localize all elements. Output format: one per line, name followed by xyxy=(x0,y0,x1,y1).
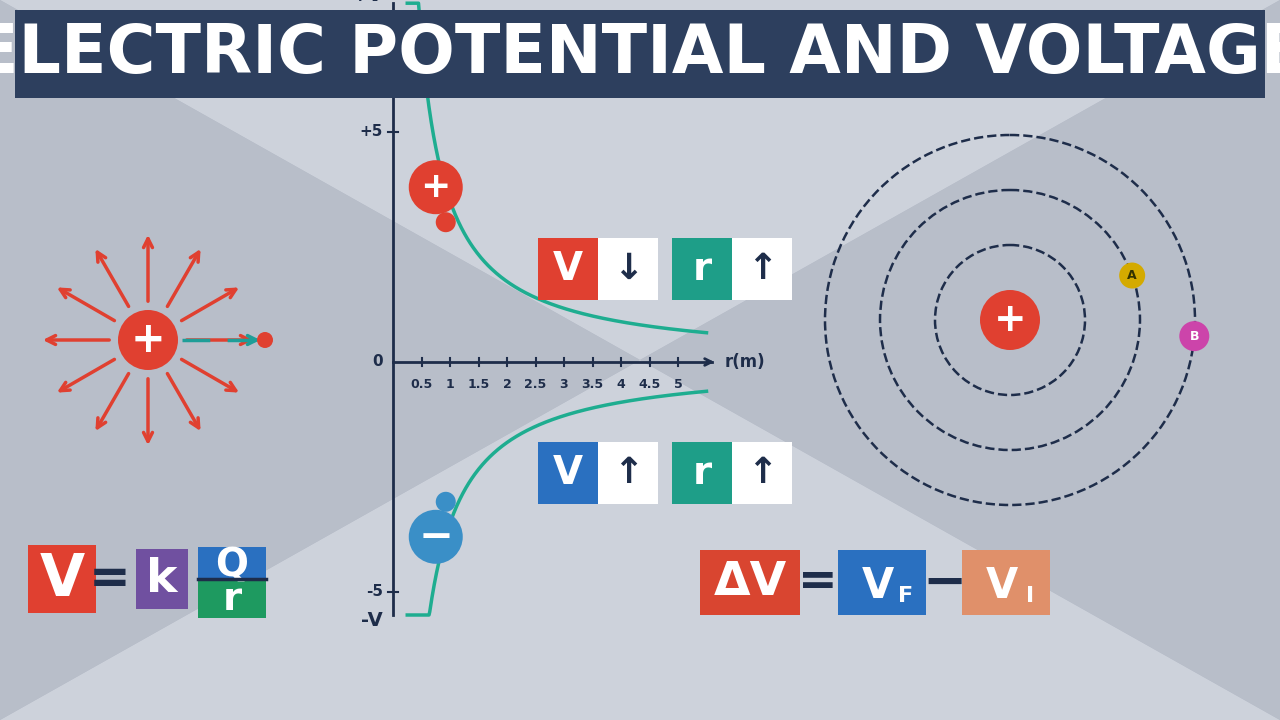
Text: -5: -5 xyxy=(366,585,383,600)
Text: ↑: ↑ xyxy=(613,456,643,490)
Polygon shape xyxy=(0,0,640,720)
FancyBboxPatch shape xyxy=(700,550,800,615)
FancyBboxPatch shape xyxy=(198,580,266,618)
Polygon shape xyxy=(640,0,1280,720)
Circle shape xyxy=(408,510,463,564)
FancyBboxPatch shape xyxy=(838,550,925,615)
Circle shape xyxy=(435,492,456,512)
Text: B: B xyxy=(1189,330,1199,343)
Text: 1.5: 1.5 xyxy=(467,378,490,391)
Text: V: V xyxy=(861,565,895,608)
Text: −: − xyxy=(923,557,968,608)
Text: =: = xyxy=(799,560,838,605)
Circle shape xyxy=(257,332,273,348)
Text: ↑: ↑ xyxy=(746,252,777,286)
Text: 4.5: 4.5 xyxy=(639,378,660,391)
Text: +: + xyxy=(993,301,1027,339)
Text: 2.5: 2.5 xyxy=(525,378,547,391)
Text: F: F xyxy=(899,587,914,606)
Text: 0: 0 xyxy=(372,354,383,369)
FancyBboxPatch shape xyxy=(672,442,732,504)
Text: +: + xyxy=(131,319,165,361)
FancyBboxPatch shape xyxy=(538,442,598,504)
Text: V: V xyxy=(553,454,584,492)
Text: +: + xyxy=(421,170,451,204)
Text: 3: 3 xyxy=(559,378,568,391)
Text: 0.5: 0.5 xyxy=(411,378,433,391)
Text: 3.5: 3.5 xyxy=(581,378,604,391)
Text: 4: 4 xyxy=(617,378,626,391)
Polygon shape xyxy=(0,360,1280,720)
Text: ↑: ↑ xyxy=(746,456,777,490)
Circle shape xyxy=(1179,321,1210,351)
FancyBboxPatch shape xyxy=(598,238,658,300)
Circle shape xyxy=(118,310,178,370)
Text: ↓: ↓ xyxy=(613,252,643,286)
FancyBboxPatch shape xyxy=(198,547,266,585)
Text: r: r xyxy=(692,454,712,492)
Text: −: − xyxy=(419,516,453,558)
FancyBboxPatch shape xyxy=(732,238,792,300)
Text: V: V xyxy=(553,250,584,288)
Text: V: V xyxy=(986,565,1018,608)
Polygon shape xyxy=(0,0,1280,360)
FancyBboxPatch shape xyxy=(28,545,96,613)
Text: ΔV: ΔV xyxy=(713,560,787,605)
Text: -V: -V xyxy=(361,611,383,629)
Text: A: A xyxy=(1128,269,1137,282)
Text: r: r xyxy=(692,250,712,288)
Text: r(m): r(m) xyxy=(724,353,765,371)
Text: ELECTRIC POTENTIAL AND VOLTAGE: ELECTRIC POTENTIAL AND VOLTAGE xyxy=(0,21,1280,87)
Text: r: r xyxy=(223,580,242,618)
Circle shape xyxy=(980,290,1039,350)
Circle shape xyxy=(435,212,456,232)
FancyBboxPatch shape xyxy=(538,238,598,300)
Text: 2: 2 xyxy=(503,378,512,391)
Text: +V: +V xyxy=(352,0,383,5)
Text: 5: 5 xyxy=(673,378,682,391)
Circle shape xyxy=(408,161,463,215)
FancyBboxPatch shape xyxy=(672,238,732,300)
Text: k: k xyxy=(146,557,178,601)
Circle shape xyxy=(1119,263,1146,289)
Text: +5: +5 xyxy=(360,125,383,140)
Text: I: I xyxy=(1027,587,1034,606)
FancyBboxPatch shape xyxy=(963,550,1050,615)
FancyBboxPatch shape xyxy=(15,10,1265,98)
Text: 1: 1 xyxy=(445,378,454,391)
Text: V: V xyxy=(40,551,84,608)
Text: =: = xyxy=(90,555,131,603)
FancyBboxPatch shape xyxy=(136,549,188,609)
FancyBboxPatch shape xyxy=(732,442,792,504)
FancyBboxPatch shape xyxy=(598,442,658,504)
Text: Q: Q xyxy=(215,547,248,585)
